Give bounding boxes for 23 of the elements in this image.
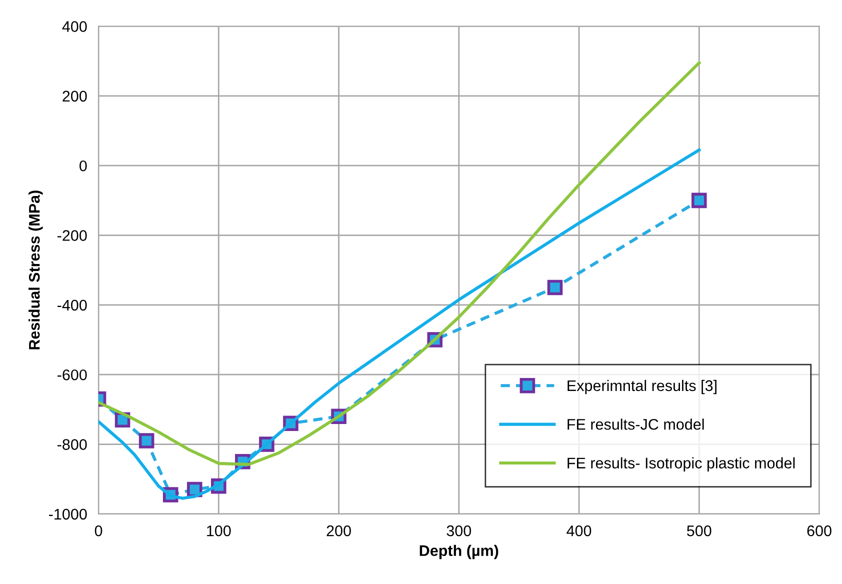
y-tick-label: 400 xyxy=(62,21,87,32)
x-tick-label: 500 xyxy=(687,525,712,536)
y-axis-title: Residual Stress (MPa) xyxy=(28,190,43,350)
point xyxy=(692,192,707,208)
y-tick-label: -200 xyxy=(58,230,87,241)
point xyxy=(138,433,154,448)
legend-label: FE results-JC model xyxy=(568,418,704,430)
x-tick-label: 300 xyxy=(446,525,472,536)
y-tick-label: -800 xyxy=(58,439,87,450)
legend-label: FE results- Isotropic plastic model xyxy=(568,457,795,472)
y-tick-label: -600 xyxy=(58,369,87,380)
point xyxy=(547,280,563,296)
x-tick-label: 200 xyxy=(326,525,351,536)
x-tick-label: 0 xyxy=(94,525,102,536)
y-tick-label: 0 xyxy=(80,160,87,172)
y-tick-label: 200 xyxy=(62,90,87,102)
legend-label: Experimntal results [3] xyxy=(568,380,716,394)
x-axis-title: Depth (µm) xyxy=(420,544,498,560)
x-tick-label: 400 xyxy=(566,525,592,536)
y-tick-label: -1000 xyxy=(49,508,87,520)
y-tick-label: -400 xyxy=(58,300,87,311)
x-tick-label: 600 xyxy=(807,525,832,536)
x-tick-label: 100 xyxy=(207,525,231,536)
